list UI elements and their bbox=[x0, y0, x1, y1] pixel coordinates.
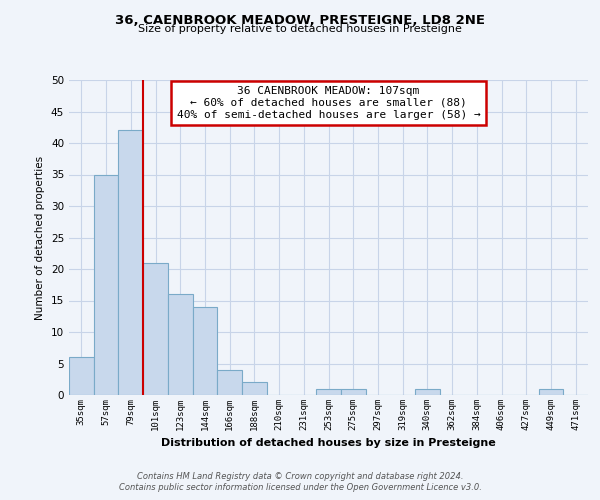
Bar bbox=[118, 130, 143, 395]
X-axis label: Distribution of detached houses by size in Presteigne: Distribution of detached houses by size … bbox=[161, 438, 496, 448]
Text: 36, CAENBROOK MEADOW, PRESTEIGNE, LD8 2NE: 36, CAENBROOK MEADOW, PRESTEIGNE, LD8 2N… bbox=[115, 14, 485, 27]
Bar bbox=[193, 307, 217, 395]
Bar bbox=[94, 174, 118, 395]
Bar bbox=[415, 388, 440, 395]
Bar bbox=[69, 357, 94, 395]
Bar bbox=[168, 294, 193, 395]
Text: Contains HM Land Registry data © Crown copyright and database right 2024.: Contains HM Land Registry data © Crown c… bbox=[137, 472, 463, 481]
Text: Contains public sector information licensed under the Open Government Licence v3: Contains public sector information licen… bbox=[119, 484, 481, 492]
Bar bbox=[143, 262, 168, 395]
Bar bbox=[242, 382, 267, 395]
Y-axis label: Number of detached properties: Number of detached properties bbox=[35, 156, 46, 320]
Bar bbox=[316, 388, 341, 395]
Bar bbox=[539, 388, 563, 395]
Bar bbox=[341, 388, 365, 395]
Text: Size of property relative to detached houses in Presteigne: Size of property relative to detached ho… bbox=[138, 24, 462, 34]
Text: 36 CAENBROOK MEADOW: 107sqm
← 60% of detached houses are smaller (88)
40% of sem: 36 CAENBROOK MEADOW: 107sqm ← 60% of det… bbox=[176, 86, 481, 120]
Bar bbox=[217, 370, 242, 395]
